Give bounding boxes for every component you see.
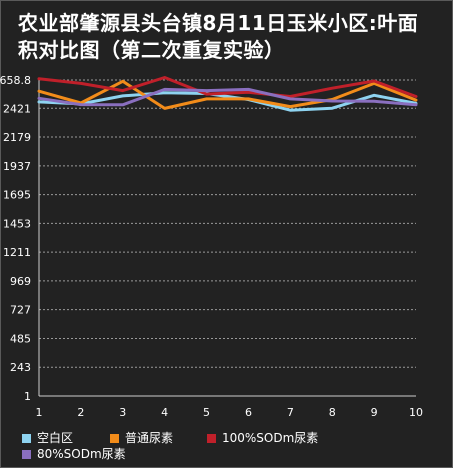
legend-swatch — [110, 434, 119, 443]
x-tick-label: 1 — [36, 406, 43, 419]
x-tick-label: 6 — [245, 406, 252, 419]
legend-label: 空白区 — [37, 431, 74, 445]
y-tick-label: 1937 — [3, 160, 31, 173]
y-tick-label: 1695 — [3, 189, 31, 202]
x-tick-label: 7 — [287, 406, 294, 419]
x-tick-label: 5 — [203, 406, 210, 419]
legend-swatch — [207, 434, 216, 443]
legend-label: 普通尿素 — [125, 431, 174, 445]
series-line-2 — [37, 79, 418, 110]
y-tick-label: 485 — [10, 332, 31, 345]
x-tick-label: 4 — [161, 406, 168, 419]
x-tick-label: 2 — [77, 406, 84, 419]
legend-label: 100%SODm尿素 — [222, 431, 319, 445]
legend-swatch — [22, 450, 31, 459]
x-tick-label: 9 — [371, 406, 378, 419]
x-tick-label: 10 — [409, 406, 423, 419]
legend-swatch — [22, 434, 31, 443]
y-tick-label: 1211 — [3, 246, 31, 259]
legend-label: 80%SODm尿素 — [37, 447, 126, 461]
chart-title: 农业部肇源县头台镇8月11日玉米小区:叶面 积对比图（第二次重复实验） — [18, 10, 448, 64]
y-tick-label: 727 — [10, 304, 31, 317]
plot-area — [39, 80, 416, 396]
x-tick-label: 3 — [119, 406, 126, 419]
y-tick-label: 2179 — [3, 131, 31, 144]
y-tick-label: 2658.8 — [0, 74, 31, 87]
y-tick-label: 2421 — [3, 102, 31, 115]
series-line-3 — [37, 76, 418, 98]
x-tick-label: 8 — [329, 406, 336, 419]
chart-title-line-2: 积对比图（第二次重复实验） — [18, 38, 285, 62]
y-tick-label: 1 — [24, 390, 31, 403]
series-line-4 — [37, 87, 418, 107]
y-tick-label: 969 — [10, 275, 31, 288]
y-tick-label: 243 — [10, 361, 31, 374]
chart-title-line-1: 农业部肇源县头台镇8月11日玉米小区:叶面 — [18, 11, 419, 35]
y-tick-label: 1453 — [3, 217, 31, 230]
